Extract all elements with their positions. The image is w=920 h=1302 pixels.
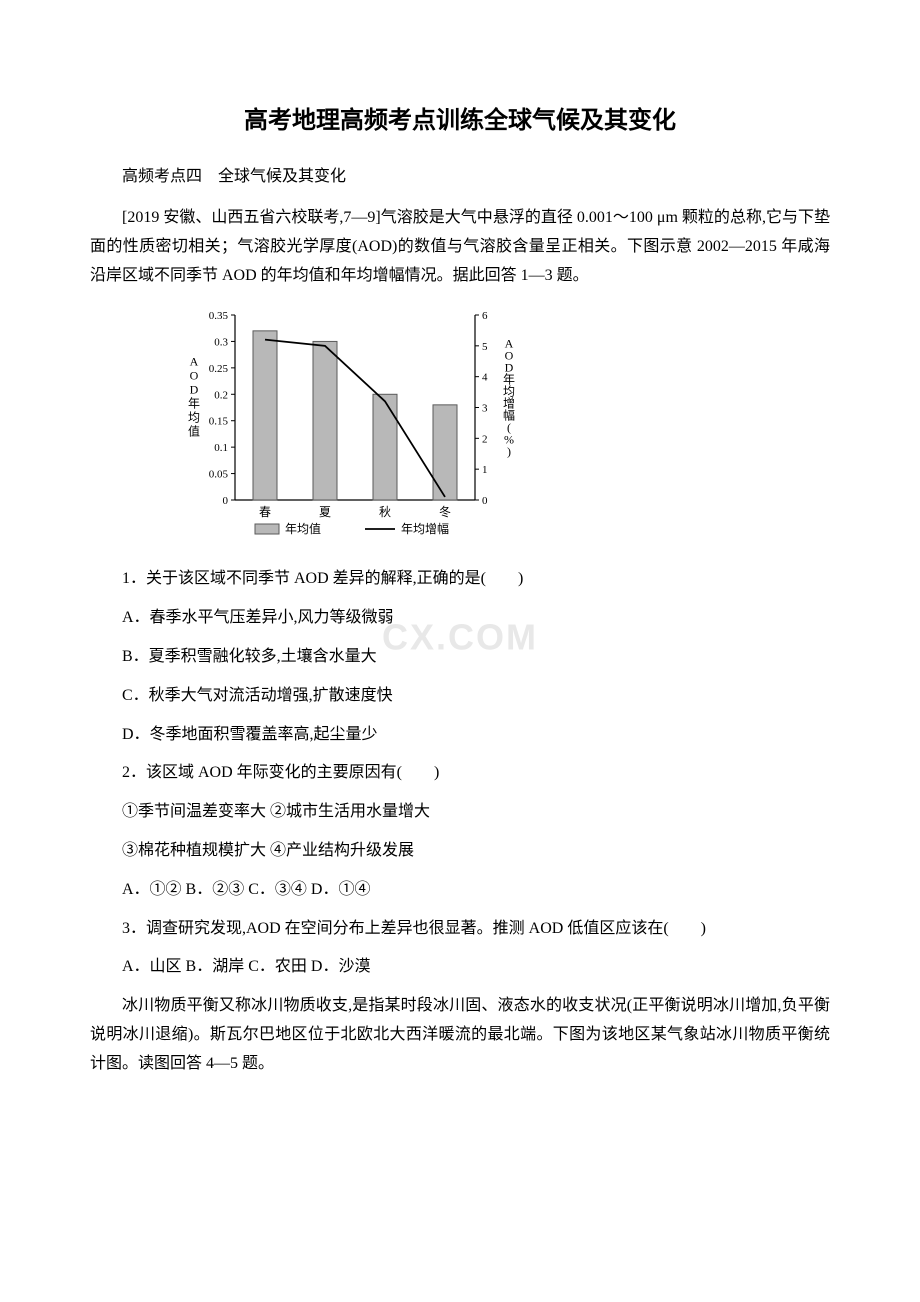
svg-text:0.2: 0.2 xyxy=(214,390,228,402)
svg-text:4: 4 xyxy=(482,372,488,384)
q1-option-d: D．冬季地面积雪覆盖率高,起尘量少 xyxy=(90,721,830,750)
svg-text:0.15: 0.15 xyxy=(209,416,229,428)
intro-paragraph: [2019 安徽、山西五省六校联考,7—9]气溶胶是大气中悬浮的直径 0.001… xyxy=(90,204,830,290)
svg-text:AOD年均增幅(%): AOD年均增幅(%) xyxy=(503,337,515,459)
question-2: 2．该区域 AOD 年际变化的主要原因有( ) xyxy=(90,759,830,788)
svg-text:6: 6 xyxy=(482,310,488,322)
subtitle: 高频考点四 全球气候及其变化 xyxy=(90,163,830,192)
svg-text:3: 3 xyxy=(482,403,488,415)
svg-text:1: 1 xyxy=(482,465,488,477)
svg-text:0.3: 0.3 xyxy=(214,337,228,349)
svg-text:5: 5 xyxy=(482,341,488,353)
q3-choices: A．山区 B．湖岸 C．农田 D．沙漠 xyxy=(90,953,830,982)
svg-text:0.25: 0.25 xyxy=(209,363,229,375)
question-3: 3．调查研究发现,AOD 在空间分布上差异也很显著。推测 AOD 低值区应该在(… xyxy=(90,915,830,944)
svg-text:春: 春 xyxy=(259,505,271,519)
paragraph-2: 冰川物质平衡又称冰川物质收支,是指某时段冰川固、液态水的收支状况(正平衡说明冰川… xyxy=(90,992,830,1078)
svg-text:夏: 夏 xyxy=(319,505,331,519)
svg-text:AOD年均值: AOD年均值 xyxy=(188,355,200,439)
q1-option-a: A．春季水平气压差异小,风力等级微弱 xyxy=(90,604,830,633)
svg-text:年均值: 年均值 xyxy=(285,521,321,536)
svg-text:0.05: 0.05 xyxy=(209,469,229,481)
question-1: 1．关于该区域不同季节 AOD 差异的解释,正确的是( ) xyxy=(90,565,830,594)
svg-text:2: 2 xyxy=(482,434,488,446)
q2-choices: A．①② B．②③ C．③④ D．①④ xyxy=(90,876,830,905)
svg-text:秋: 秋 xyxy=(379,505,391,519)
q1-option-c: C．秋季大气对流活动增强,扩散速度快 xyxy=(90,682,830,711)
q2-statements-2: ③棉花种植规模扩大 ④产业结构升级发展 xyxy=(90,837,830,866)
svg-text:0.35: 0.35 xyxy=(209,310,229,322)
aod-chart: 0 0.05 0.1 0.15 0.2 0.25 0.3 0.35 0 1 2 3 4 5 6 春 夏 秋 冬 AOD… xyxy=(180,305,530,550)
q2-statements-1: ①季节间温差变率大 ②城市生活用水量增大 xyxy=(90,798,830,827)
svg-text:年均增幅: 年均增幅 xyxy=(401,521,449,536)
q1-option-b: B．夏季积雪融化较多,土壤含水量大 xyxy=(90,643,830,672)
svg-text:0.1: 0.1 xyxy=(214,443,228,455)
page-title: 高考地理高频考点训练全球气候及其变化 xyxy=(90,100,830,143)
chart-svg: 0 0.05 0.1 0.15 0.2 0.25 0.3 0.35 0 1 2 3 4 5 6 春 夏 秋 冬 AOD… xyxy=(180,305,530,550)
svg-text:0: 0 xyxy=(482,495,488,507)
svg-text:冬: 冬 xyxy=(439,504,451,519)
svg-text:0: 0 xyxy=(223,495,229,507)
